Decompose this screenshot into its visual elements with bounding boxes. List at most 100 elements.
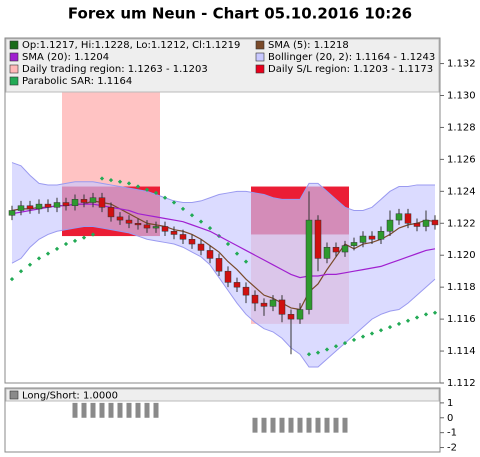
- y-tick-label: 1.116: [447, 314, 476, 325]
- y-tick-label: 1: [447, 398, 453, 409]
- sar-dot: [243, 259, 249, 264]
- bar: [117, 402, 123, 418]
- legend-swatch: [255, 64, 265, 74]
- candle-body: [125, 219, 133, 224]
- candle-body: [188, 239, 196, 245]
- sar-dot: [171, 200, 177, 205]
- sar-dot: [207, 225, 213, 231]
- sar-dot: [423, 312, 429, 317]
- bar: [288, 417, 294, 433]
- candle-body: [359, 235, 367, 243]
- y-tick-label: 1.124: [447, 186, 476, 197]
- bar: [81, 402, 87, 418]
- y-tick-label: 1.114: [447, 346, 476, 357]
- sar-dot: [387, 324, 393, 330]
- sar-dot: [360, 334, 366, 339]
- sar-dot: [306, 352, 312, 357]
- sar-dot: [153, 190, 159, 196]
- candle-body: [269, 299, 277, 307]
- bar: [306, 417, 312, 433]
- candle-body: [278, 299, 286, 315]
- candle-body: [8, 210, 16, 216]
- candle-body: [431, 219, 439, 226]
- bar: [297, 417, 303, 433]
- legend-swatch: [9, 64, 19, 74]
- y-tick-label: 1.132: [447, 59, 476, 70]
- candle-body: [251, 294, 259, 304]
- bar: [342, 417, 348, 433]
- sar-dot: [333, 344, 339, 349]
- bar: [333, 417, 339, 433]
- legend-box: [5, 388, 440, 402]
- candle-body: [242, 286, 250, 296]
- candle-body: [89, 197, 97, 203]
- candle-body: [197, 243, 205, 251]
- y-tick-label: -2: [447, 443, 457, 454]
- sar-dot: [117, 179, 123, 184]
- bar: [261, 417, 267, 433]
- sar-dot: [198, 219, 204, 224]
- candle-body: [98, 197, 106, 208]
- sar-dot: [315, 350, 321, 355]
- sar-dot: [324, 347, 330, 352]
- candle-body: [341, 245, 349, 253]
- bar: [144, 402, 150, 418]
- bar: [135, 402, 141, 418]
- candle-body: [26, 205, 34, 210]
- bollinger-lower: [11, 225, 436, 368]
- legend-label: Bollinger (20, 2): 1.1164 - 1.1243: [268, 52, 435, 63]
- bar: [252, 417, 258, 433]
- candle-body: [377, 231, 385, 240]
- legend-swatch: [9, 390, 19, 400]
- y-tick-label: 0: [447, 413, 453, 424]
- legend-box: [5, 38, 440, 93]
- legend-swatch: [9, 76, 19, 86]
- candle-body: [107, 207, 115, 218]
- candle-body: [287, 314, 295, 320]
- sma-line: [11, 203, 436, 279]
- candle-body: [116, 216, 124, 221]
- candle-body: [323, 246, 331, 259]
- bar: [270, 417, 276, 433]
- candle-body: [206, 250, 214, 259]
- y-tick-label: 1.120: [447, 250, 476, 261]
- sar-dot: [81, 235, 87, 240]
- candle-body: [395, 213, 403, 221]
- bar: [153, 402, 159, 418]
- sar-dot: [342, 340, 348, 346]
- candle-body: [170, 231, 178, 235]
- bar: [315, 417, 321, 433]
- candle-body: [44, 203, 52, 208]
- sar-dot: [99, 176, 105, 181]
- candle-body: [179, 234, 187, 240]
- candle-body: [314, 219, 322, 259]
- candle-body: [332, 246, 340, 253]
- legend-swatch: [255, 52, 265, 62]
- y-tick-label: 1.130: [447, 91, 476, 102]
- legend-label: Op:1.1217, Hi:1.1228, Lo:1.1212, Cl:1.12…: [22, 40, 240, 51]
- sar-dot: [414, 315, 420, 320]
- y-tick-label: 1.112: [447, 378, 476, 389]
- plot-area: [8, 90, 439, 368]
- candle-body: [404, 213, 412, 224]
- sar-dot: [45, 251, 51, 256]
- sar-dot: [180, 206, 186, 212]
- bar: [99, 402, 105, 418]
- bollinger-upper: [11, 162, 435, 211]
- sar-dot: [234, 251, 240, 256]
- candle-body: [152, 226, 160, 229]
- candle-body: [71, 199, 79, 206]
- sar-dot: [405, 318, 411, 323]
- bar: [324, 417, 330, 433]
- candle-body: [62, 202, 70, 206]
- candle-body: [35, 203, 43, 210]
- bar: [72, 402, 78, 418]
- legend-label: Long/Short: 1.0000: [22, 391, 118, 402]
- sar-dot: [126, 181, 132, 186]
- candle-body: [368, 235, 376, 240]
- sar-dot: [351, 337, 357, 342]
- legend-label: Parabolic SAR: 1.1164: [22, 76, 132, 87]
- sar-dot: [369, 331, 375, 336]
- candle-body: [134, 223, 142, 226]
